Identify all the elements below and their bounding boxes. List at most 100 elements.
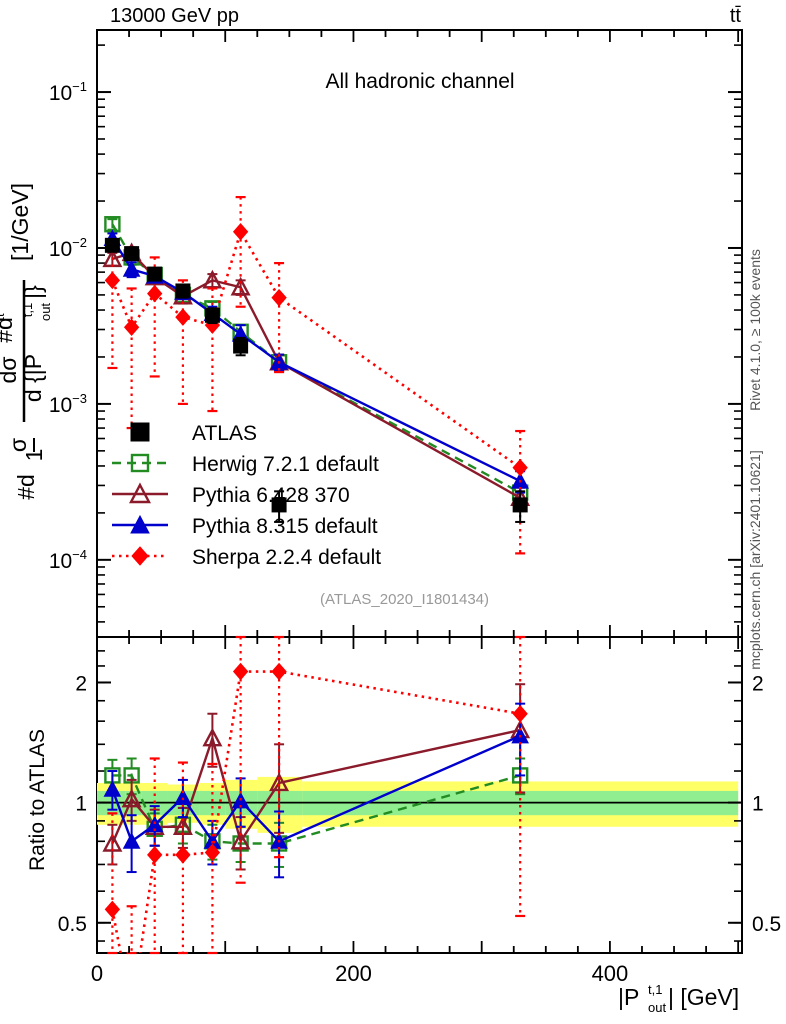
series-atlas: [104, 237, 528, 523]
mcplots-source-label: mcplots.cern.ch [arXiv:2401.10621]: [747, 450, 763, 669]
y-tick-label: 10−1: [49, 79, 87, 105]
series-line: [111, 237, 521, 483]
data-point-marker: [104, 237, 120, 253]
main-panel-series: [102, 195, 531, 555]
series-line: [111, 670, 521, 953]
ratio-panel-tick-labels: 2 2 1 1 0.5 0.5: [58, 672, 781, 935]
data-point-marker: [202, 727, 223, 747]
x-axis-tick-labels: 0 200 400: [91, 961, 628, 986]
data-point-marker: [271, 288, 287, 307]
data-point-marker: [202, 269, 223, 289]
ratio-tick-label: 1: [75, 793, 87, 816]
legend: ATLAS Herwig 7.2.1 default Pythia 6.428 37…: [112, 422, 381, 569]
data-point-marker: [269, 772, 290, 792]
ratio-series-pythia-6-428-370: [102, 683, 531, 871]
series-line: [111, 228, 521, 469]
y-title-denominator: d {|P: [20, 354, 46, 402]
data-point-marker: [271, 662, 287, 681]
data-point-marker: [204, 843, 221, 862]
ratio-tick-label-right: 2: [752, 672, 764, 695]
legend-label: Pythia 8.315 default: [192, 515, 378, 538]
main-panel-ticks: [96, 30, 742, 637]
x-axis-title-tail: | [GeV]: [668, 984, 739, 1010]
series-line: [111, 728, 521, 845]
main-panel-tick-labels: 10−1 10−2 10−3 10−4: [49, 79, 87, 573]
ratio-axis-title: Ratio to ATLAS: [26, 729, 49, 871]
data-point-marker: [122, 260, 141, 277]
data-point-marker: [230, 276, 251, 296]
data-point-marker: [104, 271, 121, 290]
y-title-sigma-frac-num: 1: [21, 449, 47, 462]
data-point-marker: [512, 704, 528, 723]
y-title-denominator-sub: out: [38, 303, 53, 321]
data-point-marker: [232, 223, 249, 241]
data-point-marker: [512, 497, 528, 513]
data-point-marker: [271, 497, 287, 513]
legend-item-herwig-7-2-1-default[interactable]: Herwig 7.2.1 default: [112, 453, 379, 476]
y-title-hash: #d: [13, 474, 39, 500]
y-title-numerator: dσ: [0, 357, 21, 384]
ratio-tick-label-right: 1: [752, 793, 764, 816]
data-point-marker: [122, 832, 141, 849]
data-point-marker: [121, 788, 142, 808]
legend-label: Pythia 6.428 370: [192, 484, 350, 507]
ratio-series-sherpa-2-2-4-default: [104, 635, 528, 955]
y-tick-label: 10−3: [49, 391, 87, 417]
x-tick-label: 400: [592, 961, 629, 986]
data-point-marker: [130, 453, 150, 473]
data-point-marker: [124, 246, 140, 262]
data-point-marker: [103, 780, 122, 797]
data-point-marker: [130, 514, 150, 534]
legend-item-pythia-6-428-370[interactable]: Pythia 6.428 370: [112, 482, 350, 507]
legend-item-sherpa-2-2-4-default[interactable]: Sherpa 2.2.4 default: [112, 546, 381, 569]
data-point-marker: [175, 846, 191, 864]
legend-item-atlas[interactable]: ATLAS: [130, 422, 257, 445]
header-right-label: tt̄: [730, 5, 742, 27]
x-axis-title-sup: t,1: [648, 982, 662, 997]
data-point-marker: [129, 482, 151, 504]
channel-annotation: All hadronic channel: [325, 70, 514, 93]
data-point-marker: [123, 318, 140, 337]
data-point-marker: [145, 815, 164, 833]
x-axis-ticks: [96, 637, 740, 953]
y-title-denominator-sup: t,1: [20, 303, 35, 317]
series-line: [111, 734, 521, 844]
data-point-marker: [233, 338, 249, 354]
x-tick-label: 200: [335, 961, 372, 986]
y-title-sigma-frac-den: σ: [5, 438, 31, 452]
header-left-label: 13000 GeV pp: [110, 5, 239, 27]
x-tick-label: 0: [91, 961, 103, 986]
data-point-marker: [147, 846, 163, 864]
y-axis-title-prefix: #d: [0, 317, 17, 343]
ratio-tick-label: 2: [75, 672, 87, 695]
x-axis-title-sub: out: [648, 1000, 666, 1015]
data-point-marker: [512, 458, 528, 477]
ratio-tick-label-right: 0.5: [752, 913, 781, 936]
data-point-marker: [131, 546, 149, 566]
legend-label: Herwig 7.2.1 default: [192, 453, 379, 476]
legend-label: ATLAS: [192, 422, 257, 445]
data-point-marker: [174, 788, 192, 806]
ratio-panel-series: [102, 635, 531, 955]
ratio-tick-label: 0.5: [58, 913, 87, 936]
y-title-unit: [1/GeV]: [7, 183, 33, 261]
data-point-marker: [104, 900, 121, 919]
data-point-marker: [175, 308, 191, 326]
data-point-marker: [232, 662, 249, 681]
y-title-numerator-sup: tt̄: [0, 313, 7, 321]
x-axis-title: |P t,1 out | [GeV]: [618, 982, 739, 1015]
y-tick-label: 10−2: [49, 235, 87, 261]
data-point-marker: [204, 307, 220, 323]
ratio-panel-ticks: [97, 650, 742, 942]
y-tick-label: 10−4: [49, 547, 87, 573]
legend-item-pythia-8-315-default[interactable]: Pythia 8.315 default: [112, 514, 378, 538]
rivet-version-label: Rivet 4.1.0, ≥ 100k events: [747, 249, 763, 411]
analysis-id-watermark: (ATLAS_2020_I1801434): [320, 591, 489, 608]
data-point-marker: [130, 422, 150, 442]
y-axis-title: #d: [0, 317, 17, 343]
data-point-marker: [147, 284, 163, 303]
data-point-marker: [147, 266, 163, 282]
y-axis-title-group: 1 σ #d dσ tt̄ d {|P t,1 out |} [1/GeV]: [0, 183, 53, 500]
